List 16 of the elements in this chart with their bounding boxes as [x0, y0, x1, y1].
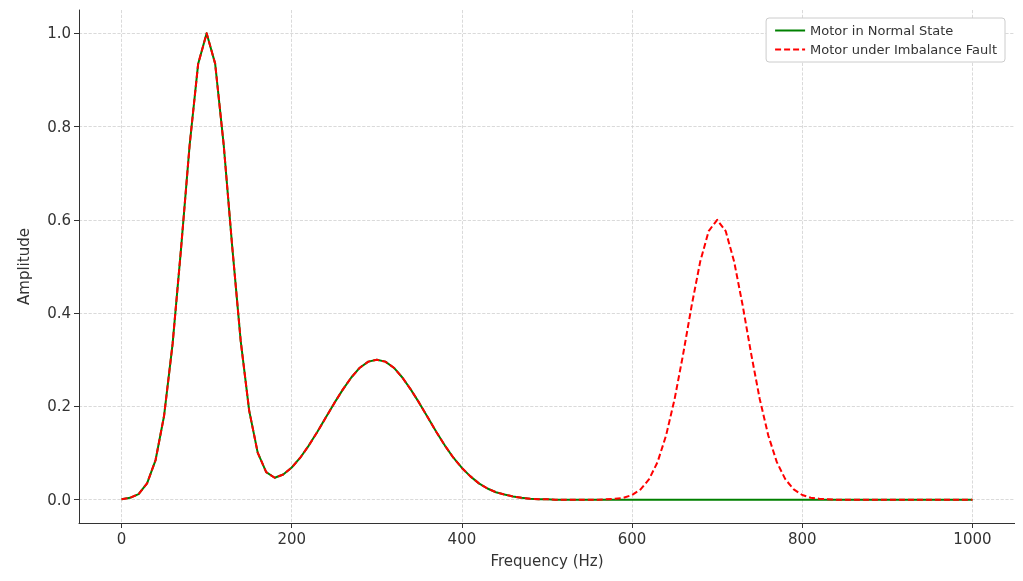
y-axis-title: Amplitude	[14, 228, 33, 305]
x-tick-label: 400	[447, 529, 477, 548]
x-tick-label: 200	[277, 529, 307, 548]
y-tick-label: 0.6	[47, 210, 71, 229]
legend-label: Motor under Imbalance Fault	[810, 42, 998, 57]
x-tick-label: 1000	[953, 529, 992, 548]
x-tick-label: 800	[787, 529, 817, 548]
x-tick-label: 600	[617, 529, 647, 548]
legend-label: Motor in Normal State	[810, 23, 954, 38]
x-tick-label: 0	[116, 529, 127, 548]
y-tick-label: 0.2	[47, 397, 71, 416]
x-axis-title: Frequency (Hz)	[490, 551, 604, 570]
y-tick-label: 0.4	[47, 304, 71, 323]
y-tick-label: 0.0	[47, 490, 71, 509]
y-tick-label: 1.0	[47, 24, 71, 43]
y-tick-label: 0.8	[47, 117, 71, 136]
